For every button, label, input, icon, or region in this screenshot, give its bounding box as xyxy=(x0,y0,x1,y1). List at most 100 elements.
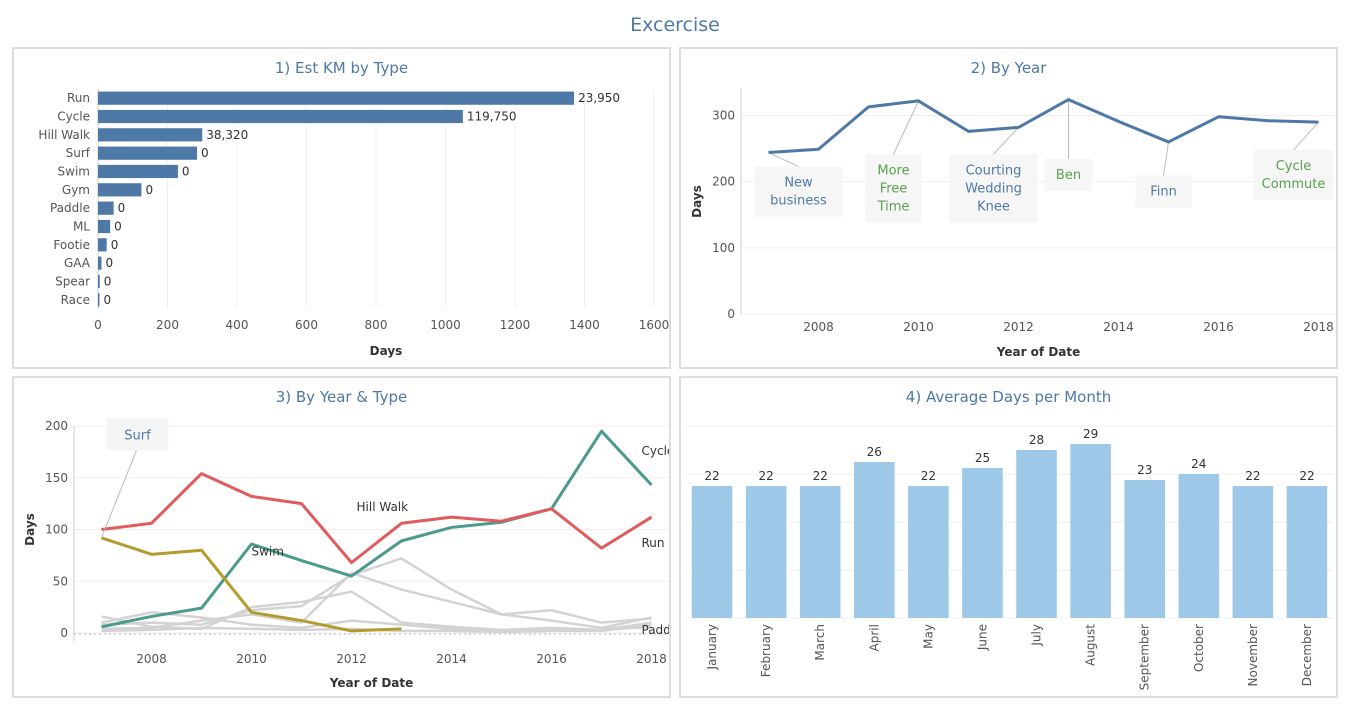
callout-box xyxy=(106,418,169,451)
panel-title: 1) Est KM by Type xyxy=(274,59,409,77)
data-label: 22 xyxy=(704,469,719,483)
month-label: May xyxy=(921,624,935,649)
annotation-connector xyxy=(768,152,799,168)
annotation-box xyxy=(1135,175,1192,208)
bar xyxy=(1016,450,1057,618)
annotation-text: Wedding xyxy=(965,181,1022,196)
category-label: Footie xyxy=(53,238,90,252)
series-label: Cycle xyxy=(642,444,670,458)
annotation-text: Time xyxy=(877,199,910,214)
data-label: 0 xyxy=(182,165,190,179)
x-tick-label: 2012 xyxy=(336,652,367,666)
y-tick-label: 100 xyxy=(712,241,735,255)
x-tick-label: 2016 xyxy=(1203,320,1234,334)
bar xyxy=(691,486,733,618)
month-label: June xyxy=(975,624,989,651)
series-label: Swim xyxy=(252,544,284,558)
x-tick-label: 2016 xyxy=(536,652,567,666)
data-label: 28 xyxy=(1029,433,1044,447)
x-tick-label: 2010 xyxy=(236,652,267,666)
series-line-surf xyxy=(101,536,402,633)
bar xyxy=(1286,486,1328,618)
month-label: January xyxy=(705,624,719,671)
x-tick-label: 1000 xyxy=(430,318,461,332)
x-tick-label: 2008 xyxy=(136,652,167,666)
bar xyxy=(854,462,895,618)
x-tick-label: 0 xyxy=(94,318,102,332)
x-tick-label: 1200 xyxy=(500,318,531,332)
category-label: Cycle xyxy=(57,110,90,124)
bar xyxy=(98,238,107,252)
bar xyxy=(98,183,142,197)
y-tick-label: 0 xyxy=(727,307,735,321)
y-tick-label: 200 xyxy=(45,419,68,433)
bar xyxy=(98,256,102,270)
x-tick-label: 800 xyxy=(365,318,388,332)
data-label: 24 xyxy=(1191,457,1206,471)
data-label: 29 xyxy=(1083,427,1098,441)
annotation-text: Knee xyxy=(977,199,1010,214)
callout-text: Surf xyxy=(124,428,151,443)
y-tick-label: 200 xyxy=(712,175,735,189)
annotation-text: Courting xyxy=(966,163,1022,178)
annotation-text: business xyxy=(770,194,827,209)
annotation-text: Cycle xyxy=(1276,159,1312,174)
annotation-text: Finn xyxy=(1150,185,1177,200)
data-label: 22 xyxy=(758,469,773,483)
x-axis-title: Year of Date xyxy=(996,345,1081,359)
km-by-type-chart: 0 200 400 600 800 1000 1200 1400 1600 Run 23,950 Cy… xyxy=(38,89,669,358)
data-label: 23 xyxy=(1137,463,1152,477)
y-tick-label: 0 xyxy=(60,626,68,640)
month-label: July xyxy=(1030,624,1044,647)
series-line xyxy=(768,98,1319,155)
bar xyxy=(1070,444,1111,618)
series-line-run xyxy=(101,472,653,565)
series-label: Run xyxy=(642,536,665,550)
data-label: 0 xyxy=(118,201,126,215)
data-label: 0 xyxy=(145,183,153,197)
data-label: 25 xyxy=(975,451,990,465)
data-label: 26 xyxy=(867,445,882,459)
bar xyxy=(98,274,100,289)
x-tick-label: 200 xyxy=(156,318,179,332)
data-label: 22 xyxy=(813,469,828,483)
annotation-text: Ben xyxy=(1056,168,1081,183)
month-label: August xyxy=(1084,624,1098,666)
bar xyxy=(1178,474,1220,618)
x-tick-label: 400 xyxy=(226,318,249,332)
bar xyxy=(745,486,787,618)
x-tick-label: 2010 xyxy=(903,320,934,334)
x-axis-title: Year of Date xyxy=(329,676,414,690)
annotation-text: Free xyxy=(880,181,908,196)
x-tick-label: 2012 xyxy=(1003,320,1034,334)
series-line-cycle xyxy=(101,429,653,629)
avg-days-month-chart: 22 January 22 February 22 March 26 April 22 May 25… xyxy=(685,425,1334,690)
x-axis-title: Days xyxy=(370,344,403,358)
bar xyxy=(98,219,111,234)
x-tick-label: 2008 xyxy=(803,320,834,334)
month-label: September xyxy=(1138,624,1152,690)
annotation-connector xyxy=(893,100,919,155)
annotation-connector xyxy=(1293,121,1319,151)
category-label: Spear xyxy=(55,275,90,289)
month-label: February xyxy=(759,624,773,677)
bar xyxy=(98,164,178,179)
x-tick-label: 600 xyxy=(295,318,318,332)
data-label: 0 xyxy=(201,146,209,160)
series-line-hill-walk xyxy=(101,557,652,630)
month-label: December xyxy=(1300,624,1314,686)
x-tick-label: 2014 xyxy=(1103,320,1134,334)
panel-avg-days-month: 4) Average Days per Month 22 January 22 Feb… xyxy=(679,376,1338,698)
panel-km-by-type: 1) Est KM by Type 0 200 400 600 800 1000 1200 1… xyxy=(12,47,671,369)
category-label: GAA xyxy=(64,256,91,270)
y-tick-label: 50 xyxy=(53,574,68,588)
x-tick-label: 1600 xyxy=(639,318,669,332)
bar xyxy=(98,91,575,105)
data-label: 0 xyxy=(104,293,112,307)
y-axis-title: Days xyxy=(23,513,37,546)
bar xyxy=(799,486,841,618)
panel-title: 3) By Year & Type xyxy=(275,388,408,406)
annotation-connector xyxy=(993,127,1019,155)
bar xyxy=(908,486,949,618)
category-label: Run xyxy=(67,91,90,105)
